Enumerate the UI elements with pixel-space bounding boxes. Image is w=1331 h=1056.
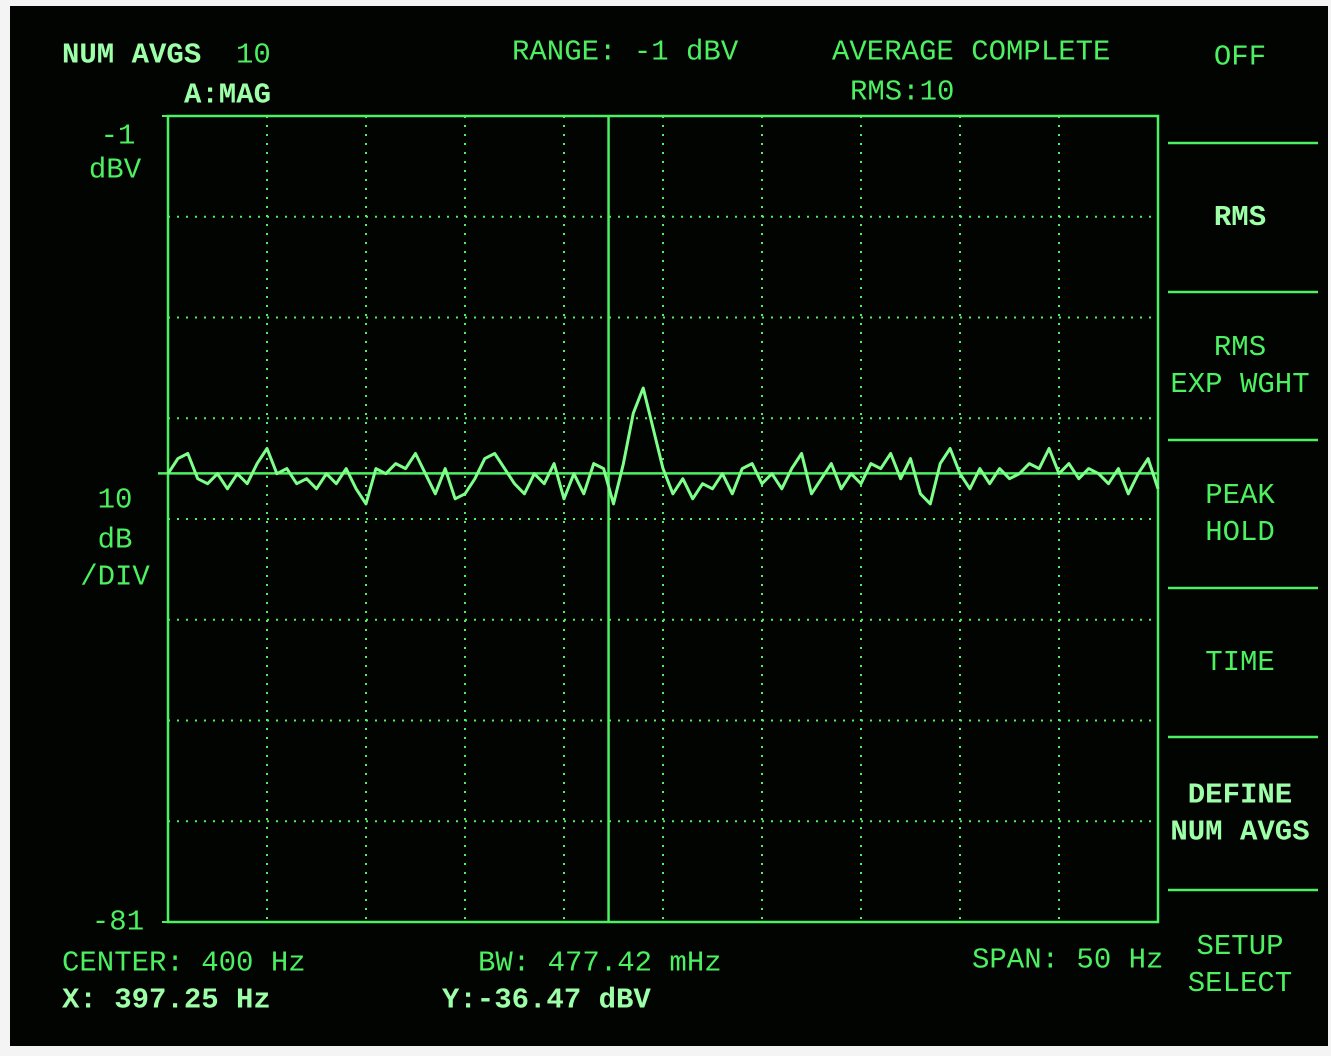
y-tick-label: -81 xyxy=(92,906,144,939)
softkey-label: RMS xyxy=(1214,331,1266,364)
y-scale: 10 xyxy=(98,484,133,517)
marker-x-label: X: 397.25 Hz xyxy=(62,984,271,1017)
screen: NUM AVGS 10 A:MAG RANGE: -1 dBV AVERAGE … xyxy=(0,0,1331,1056)
softkey-label: HOLD xyxy=(1205,516,1275,549)
marker-y-label: Y:-36.47 dBV xyxy=(442,984,651,1017)
softkey-label: NUM AVGS xyxy=(1170,816,1309,849)
bw-label: BW: 477.42 mHz xyxy=(478,947,722,980)
mode-label: RMS:10 xyxy=(850,76,954,109)
softkey-label: SETUP xyxy=(1196,930,1283,963)
span-label: SPAN: 50 Hz xyxy=(972,944,1163,977)
softkey-label: OFF xyxy=(1214,41,1266,74)
softkey-label: EXP WGHT xyxy=(1170,368,1309,401)
status-label: AVERAGE COMPLETE xyxy=(832,36,1110,69)
screen-background xyxy=(10,6,1328,1046)
softkey-label: RMS xyxy=(1214,201,1266,234)
softkey-label: PEAK xyxy=(1205,479,1275,512)
y-scale: dB xyxy=(98,524,133,557)
y-tick-label: -1 xyxy=(101,120,136,153)
softkey-label: TIME xyxy=(1205,646,1275,679)
range-label: RANGE: -1 dBV xyxy=(512,36,739,69)
softkey-label: SELECT xyxy=(1188,967,1292,1000)
num-avgs-label: NUM AVGS xyxy=(62,39,201,72)
num-avgs-value: 10 xyxy=(236,39,271,72)
y-scale: /DIV xyxy=(80,561,150,594)
center-label: CENTER: 400 Hz xyxy=(62,947,306,980)
y-unit: dBV xyxy=(89,154,142,187)
softkey-label: DEFINE xyxy=(1188,779,1292,812)
trace-label: A:MAG xyxy=(184,79,271,112)
